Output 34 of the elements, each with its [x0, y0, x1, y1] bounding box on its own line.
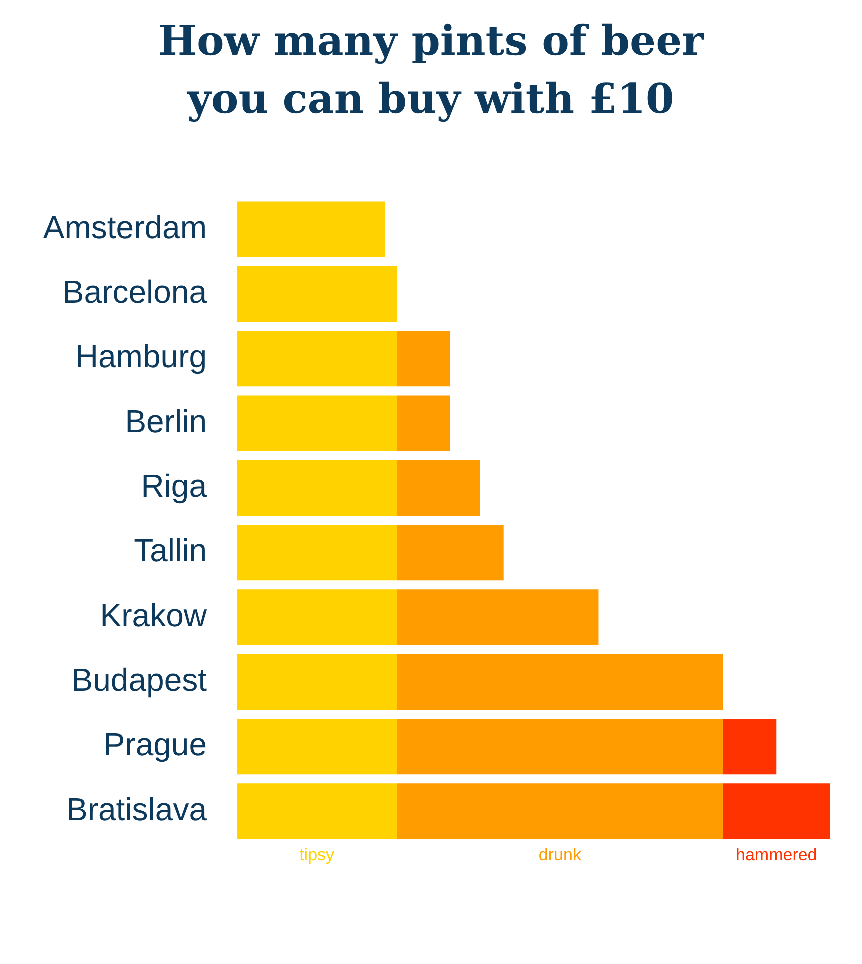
y-tick-label: Krakow — [100, 597, 208, 634]
bar — [723, 719, 777, 775]
bar — [237, 266, 398, 322]
series-label: hammered — [736, 845, 818, 864]
bar — [237, 784, 398, 840]
series-label: tipsy — [300, 845, 336, 864]
y-tick-label: Barcelona — [62, 274, 208, 310]
bar — [397, 590, 599, 646]
bar — [237, 331, 398, 387]
y-tick-label: Budapest — [72, 662, 208, 698]
bar — [397, 331, 450, 387]
bar — [237, 590, 398, 646]
y-tick-label: Riga — [141, 468, 208, 504]
bar — [237, 460, 398, 516]
bar — [237, 719, 398, 775]
bar — [237, 202, 386, 258]
y-tick-label: Amsterdam — [43, 209, 207, 246]
bar — [237, 525, 398, 581]
bar — [397, 719, 724, 775]
y-tick-label: Berlin — [125, 403, 207, 440]
bar — [237, 654, 398, 710]
bar — [397, 396, 450, 452]
bar — [397, 784, 724, 840]
bar — [237, 396, 398, 452]
chart-title: How many pints of beer you can buy with £10 — [157, 16, 706, 125]
bar — [397, 654, 724, 710]
y-tick-label: Bratislava — [66, 791, 208, 828]
y-tick-label: Prague — [104, 726, 207, 763]
bar — [397, 460, 480, 516]
y-tick-label: Hamburg — [75, 338, 207, 375]
series-label: drunk — [538, 845, 582, 864]
bar — [723, 784, 830, 840]
bar — [397, 525, 504, 581]
y-tick-label: Tallin — [134, 532, 207, 569]
